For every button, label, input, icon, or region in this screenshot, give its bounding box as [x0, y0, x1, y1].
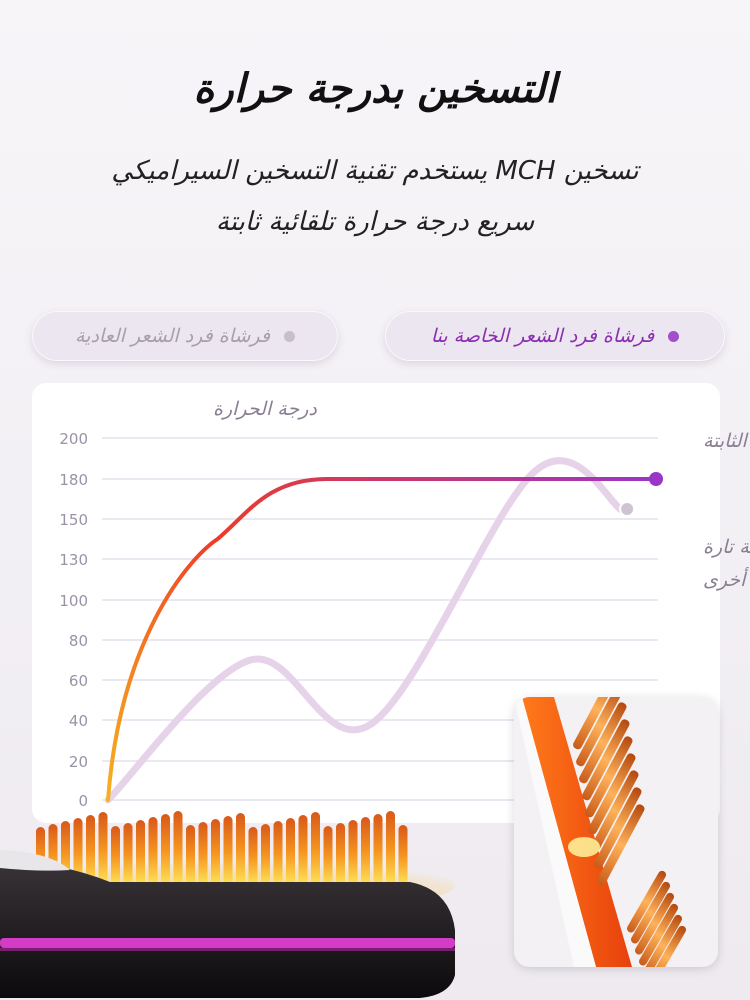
- bristle: [311, 812, 320, 886]
- annotation-fluctuating-2: ومنخفضة تارة أخرى: [703, 567, 750, 591]
- closeup-bristle: [588, 753, 636, 835]
- subtitle-line-1: تسخين MCH يستخدم تقنية التسخين السيراميك…: [111, 156, 639, 186]
- bristle-closeup-image: [514, 697, 718, 967]
- bristle: [273, 821, 283, 886]
- legend-ours-label: فرشاة فرد الشعر الخاصة بنا: [430, 325, 655, 347]
- y-tick-label: 60: [69, 672, 88, 690]
- bristle: [248, 827, 258, 886]
- bristle: [111, 826, 120, 886]
- bristle: [236, 813, 245, 886]
- y-tick-label: 40: [69, 712, 88, 730]
- bristle: [361, 817, 370, 886]
- bristle: [336, 823, 345, 886]
- bristle: [136, 820, 145, 886]
- bristle: [211, 819, 220, 886]
- bristle: [348, 820, 358, 886]
- closeup-bristle: [591, 770, 639, 852]
- closeup-bristle: [597, 804, 645, 886]
- closeup-bristle: [627, 870, 666, 933]
- bristle: [286, 818, 295, 886]
- subtitle-line-2: سريع درجة حرارة تلقائية ثابتة: [215, 207, 535, 237]
- closeup-bristle: [647, 925, 686, 967]
- y-axis-label: درجة الحرارة: [213, 398, 317, 420]
- y-tick-label: 180: [59, 471, 88, 489]
- legend-ours-dot-icon: [668, 330, 680, 342]
- legend-normal-label: فرشاة فرد الشعر العادية: [75, 325, 271, 347]
- bristle: [298, 815, 308, 886]
- annotation-fluctuating-1: مرتفعة تارة: [703, 536, 750, 558]
- closeup-bristle: [582, 719, 630, 801]
- series-ours-end-point: [649, 472, 663, 486]
- bristle: [223, 816, 233, 886]
- y-tick-label: 20: [69, 753, 88, 771]
- bristle: [86, 815, 95, 886]
- bristle: [123, 823, 133, 886]
- y-tick-label: 130: [59, 551, 88, 569]
- closeup-bristle: [639, 903, 678, 966]
- closeup-bristle: [631, 881, 670, 944]
- closeup-bristle: [573, 697, 621, 750]
- closeup-bristle: [594, 787, 642, 869]
- closeup-bristle: [635, 892, 674, 955]
- legend-normal-pill: فرشاة فرد الشعر العادية: [32, 311, 338, 361]
- bristle: [373, 814, 383, 886]
- bristle: [148, 817, 158, 886]
- legend-ours-pill: فرشاة فرد الشعر الخاصة بنا: [385, 311, 725, 361]
- bristle: [386, 811, 395, 886]
- closeup-bristle: [576, 697, 624, 767]
- bristle: [198, 822, 208, 886]
- page-title: التسخين بدرجة حرارة: [193, 66, 557, 112]
- series-ours-line: [106, 477, 658, 802]
- y-tick-label: 200: [59, 430, 88, 448]
- series-normal-line: [104, 457, 627, 804]
- bristle: [186, 825, 195, 886]
- bristle: [261, 824, 270, 886]
- y-tick-label: 0: [78, 792, 88, 810]
- y-tick-label: 100: [59, 592, 88, 610]
- bristle: [398, 825, 408, 886]
- closeup-bristle: [579, 702, 627, 784]
- closeup-bristle: [643, 914, 682, 967]
- bristle: [173, 811, 183, 886]
- y-tick-label: 80: [69, 632, 88, 650]
- bristle: [73, 818, 83, 886]
- bristle: [323, 826, 333, 886]
- heated-bristle-brush-image: [0, 811, 455, 998]
- bristle: [161, 814, 170, 886]
- annotation-constant: درجة الحرارة الثابتة: [703, 430, 750, 452]
- legend-normal-dot-icon: [284, 330, 296, 342]
- closeup-bristle: [585, 736, 633, 818]
- bristle: [98, 812, 108, 886]
- series-normal-end-point: [619, 501, 636, 517]
- y-tick-label: 150: [59, 511, 88, 529]
